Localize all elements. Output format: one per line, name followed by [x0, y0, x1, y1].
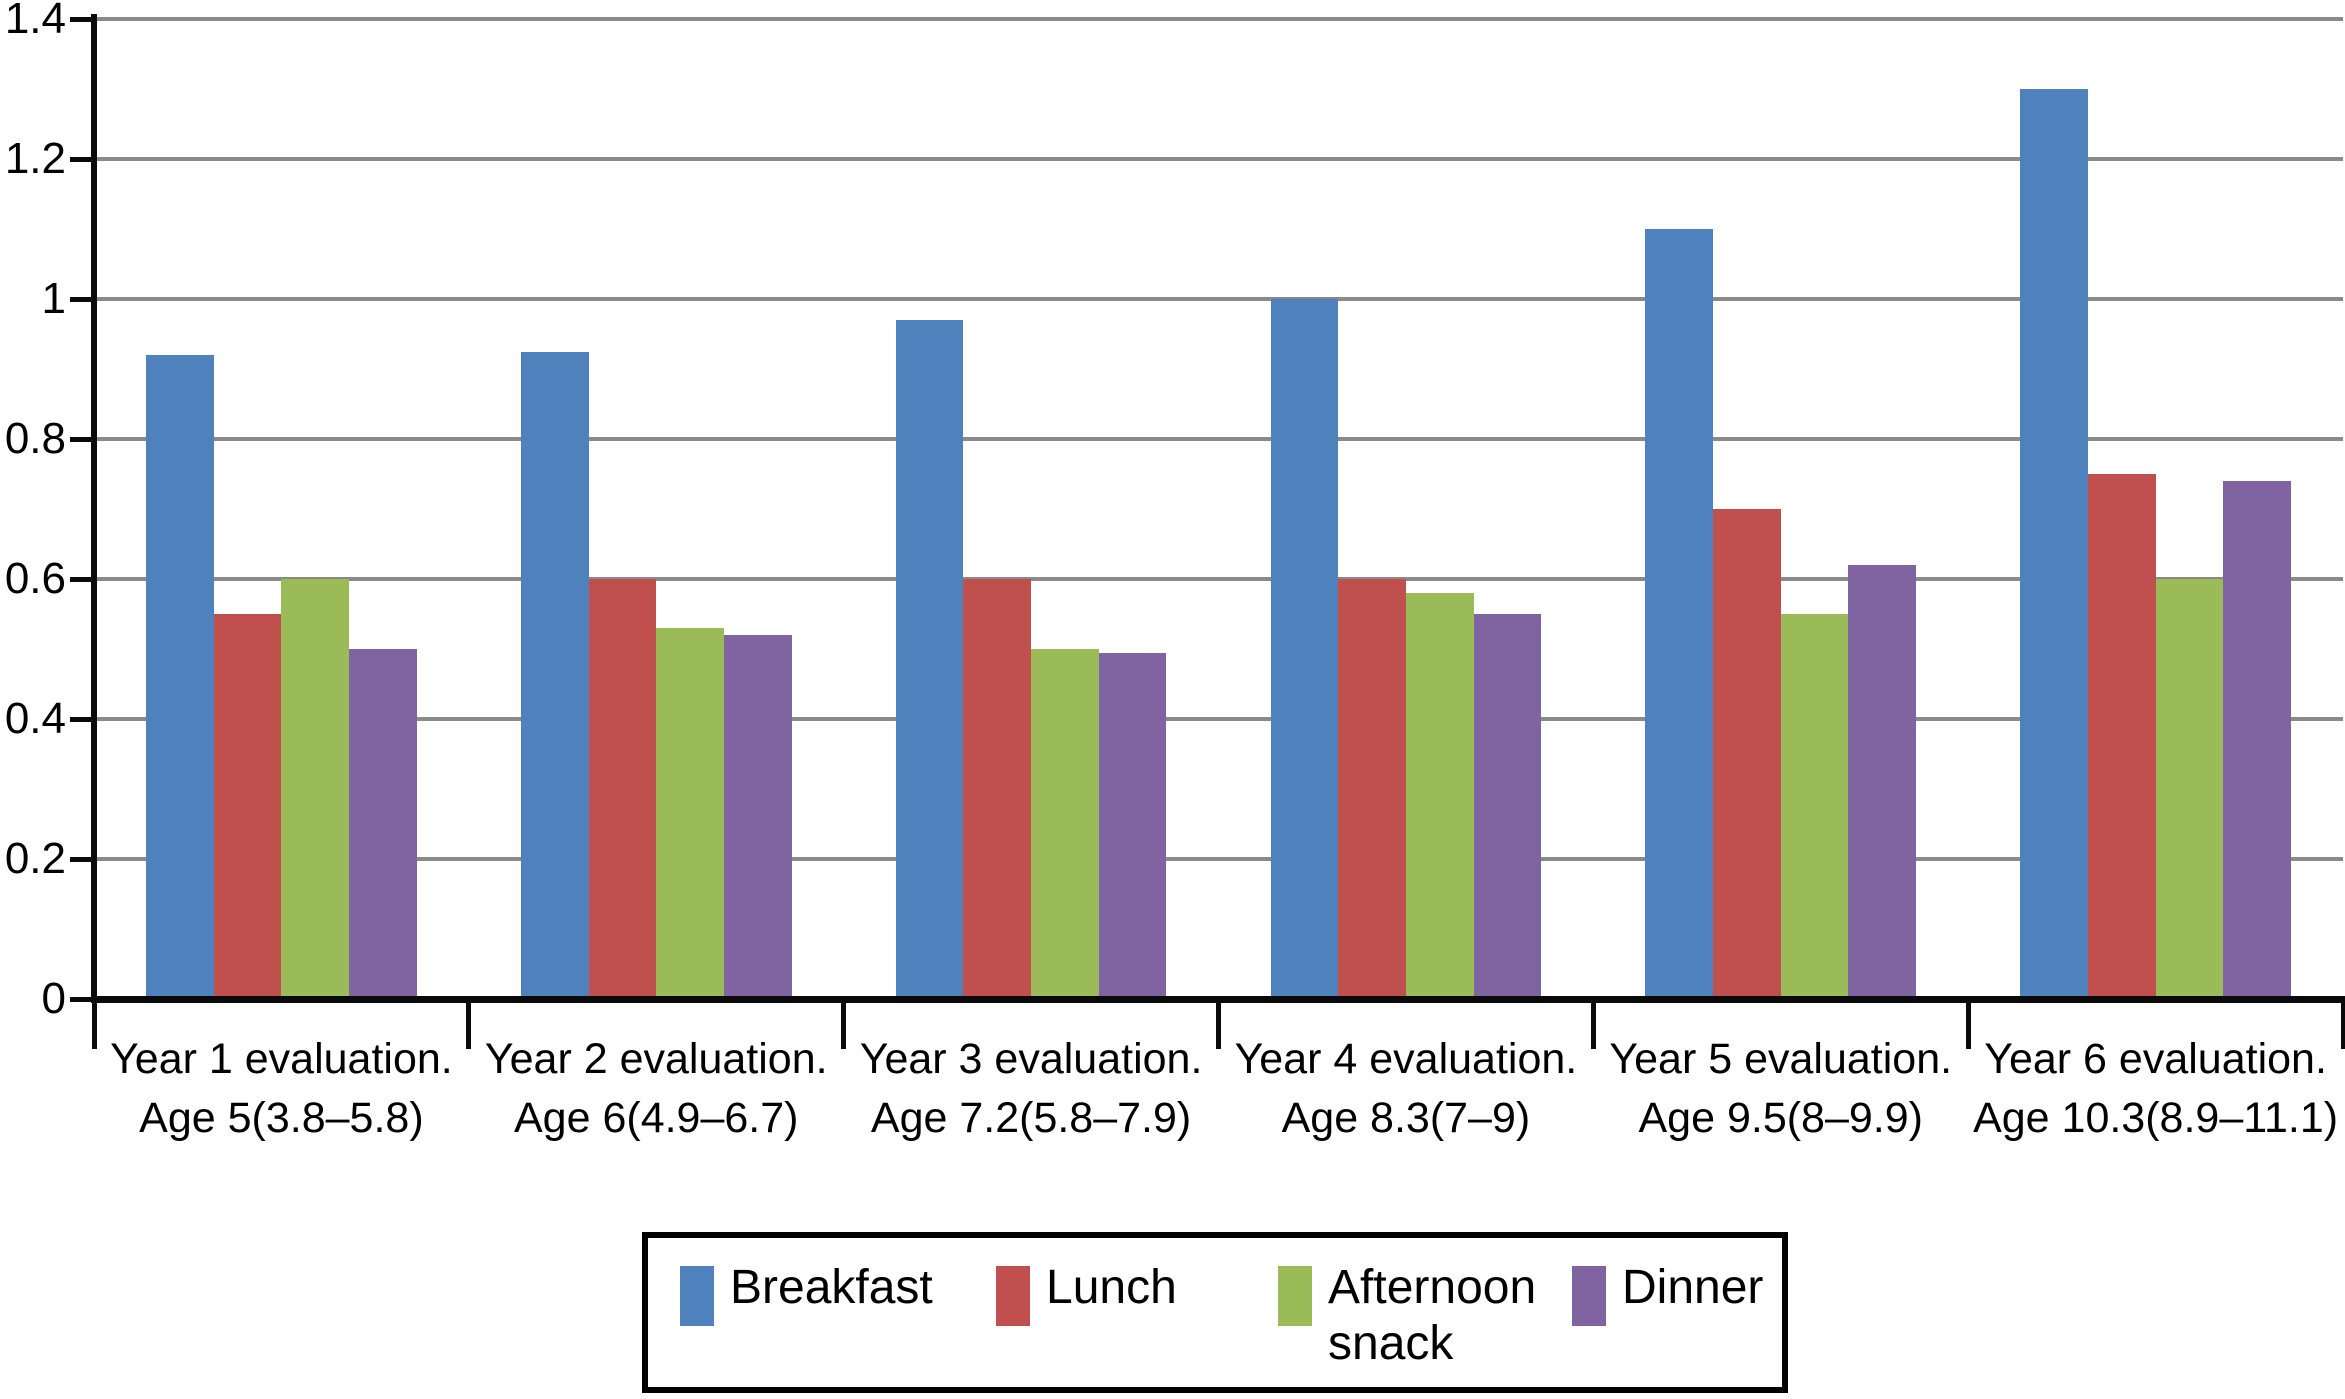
- bar-breakfast-cat3: [895, 320, 964, 999]
- bar-lunch-cat3: [963, 579, 1032, 999]
- gridline-0.6: [94, 577, 2343, 581]
- y-tick-label-1.4: 1.4: [4, 0, 66, 43]
- bar-breakfast-cat6: [2020, 89, 2088, 999]
- legend-swatch-lunch: [996, 1266, 1030, 1326]
- y-tick-label-1: 1: [41, 274, 66, 323]
- x-category-label-line1: Year 2 evaluation.: [484, 1035, 828, 1083]
- legend-item-dinner: Dinner: [1572, 1260, 1763, 1326]
- legend-label: Afternoon snack: [1328, 1261, 1537, 1371]
- bar-afternoon-snack-cat5: [1780, 614, 1849, 999]
- legend-swatch-dinner: [1572, 1266, 1606, 1326]
- legend-label: Breakfast: [730, 1261, 933, 1314]
- x-category-label-line2: Age 9.5(8–9.9): [1638, 1094, 1923, 1143]
- gridline-0.4: [94, 717, 2343, 721]
- x-category-label-3: Year 3 evaluation. Age 7.2(5.8–7.9): [844, 1030, 1219, 1149]
- bar-dinner-cat3: [1098, 652, 1167, 999]
- gridline-0.8: [94, 437, 2343, 441]
- x-category-label-line2: Age 8.3(7–9): [1281, 1094, 1531, 1143]
- y-axis-tick-0.6: [70, 577, 94, 582]
- y-axis-line: [91, 14, 97, 1002]
- gridline-1.2: [94, 157, 2343, 161]
- gridline-1.4: [94, 17, 2343, 22]
- x-axis-tick-3: [1216, 1001, 1221, 1049]
- bar-breakfast-cat1: [146, 355, 214, 999]
- gridline-0.2: [94, 857, 2343, 861]
- x-category-label-line1: Year 4 evaluation.: [1234, 1035, 1578, 1083]
- plot-area: [94, 17, 2343, 999]
- legend-item-lunch: Lunch: [996, 1260, 1177, 1326]
- y-axis-tick-0.8: [70, 437, 94, 442]
- y-axis-tick-1: [70, 297, 94, 302]
- gridline-1: [94, 297, 2343, 301]
- legend-item-breakfast: Breakfast: [680, 1260, 933, 1326]
- bar-dinner-cat2: [723, 635, 792, 999]
- bar-dinner-cat6: [2223, 481, 2291, 999]
- x-category-label-5: Year 5 evaluation. Age 9.5(8–9.9): [1593, 1030, 1968, 1149]
- x-category-label-line2: Age 5(3.8–5.8): [139, 1094, 424, 1143]
- y-axis-tick-0.4: [70, 717, 94, 722]
- x-axis-tick-4: [1590, 1001, 1596, 1049]
- x-category-label-line1: Year 6 evaluation.: [1984, 1035, 2327, 1083]
- bar-dinner-cat4: [1473, 614, 1542, 999]
- x-category-label-4: Year 4 evaluation. Age 8.3(7–9): [1219, 1030, 1594, 1149]
- legend-label: Lunch: [1046, 1261, 1177, 1314]
- x-category-label-line1: Year 3 evaluation.: [859, 1035, 1203, 1083]
- x-category-label-line1: Year 5 evaluation.: [1609, 1035, 1953, 1083]
- bar-lunch-cat4: [1338, 579, 1406, 999]
- bar-dinner-cat1: [349, 649, 417, 999]
- legend-swatch-afternoon-snack: [1278, 1266, 1312, 1326]
- bar-lunch-cat5: [1713, 509, 1781, 999]
- x-axis-line: [91, 996, 2345, 1003]
- bar-afternoon-snack-cat6: [2155, 579, 2224, 999]
- y-axis-tick-1.4: [70, 17, 94, 22]
- bar-breakfast-cat2: [520, 351, 589, 999]
- x-axis-tick-6: [2340, 1001, 2345, 1049]
- bar-afternoon-snack-cat1: [281, 579, 350, 999]
- legend-box: Breakfast Lunch Afternoon snack Dinner: [642, 1232, 1788, 1393]
- x-axis-tick-2: [841, 1001, 847, 1049]
- y-tick-label-1.2: 1.2: [4, 134, 66, 183]
- y-tick-label-0.4: 0.4: [4, 694, 66, 743]
- bar-dinner-cat5: [1848, 565, 1917, 999]
- legend-swatch-breakfast: [680, 1266, 714, 1326]
- x-category-label-2: Year 2 evaluation. Age 6(4.9–6.7): [469, 1030, 844, 1149]
- bar-breakfast-cat4: [1270, 299, 1339, 999]
- bar-afternoon-snack-cat2: [656, 628, 724, 999]
- x-category-label-line2: Age 7.2(5.8–7.9): [870, 1094, 1192, 1143]
- x-category-label-6: Year 6 evaluation. Age 10.3(8.9–11.1): [1968, 1030, 2343, 1149]
- x-axis-tick-0: [91, 1001, 97, 1049]
- x-axis-tick-1: [466, 1001, 472, 1049]
- bar-afternoon-snack-cat3: [1031, 649, 1099, 999]
- y-tick-label-0.2: 0.2: [4, 834, 66, 883]
- legend-label: Dinner: [1622, 1261, 1764, 1314]
- legend-item-afternoon-snack: Afternoon snack: [1278, 1260, 1578, 1372]
- y-tick-label-0: 0: [41, 974, 66, 1023]
- y-tick-label-0.8: 0.8: [4, 414, 66, 463]
- x-category-label-1: Year 1 evaluation. Age 5(3.8–5.8): [94, 1030, 469, 1149]
- bar-breakfast-cat5: [1645, 229, 1714, 999]
- y-axis-tick-0: [70, 997, 94, 1002]
- bar-afternoon-snack-cat4: [1405, 593, 1474, 999]
- bar-lunch-cat6: [2087, 474, 2156, 999]
- x-category-label-line2: Age 10.3(8.9–11.1): [1973, 1094, 2339, 1143]
- x-axis-tick-5: [1965, 1001, 1971, 1049]
- x-category-label-line1: Year 1 evaluation.: [110, 1035, 453, 1083]
- bar-lunch-cat2: [588, 579, 657, 999]
- x-category-label-line2: Age 6(4.9–6.7): [514, 1094, 799, 1143]
- y-axis-tick-1.2: [70, 157, 94, 162]
- bar-lunch-cat1: [213, 614, 282, 999]
- y-tick-label-0.6: 0.6: [4, 554, 66, 603]
- y-axis-tick-0.2: [70, 857, 94, 862]
